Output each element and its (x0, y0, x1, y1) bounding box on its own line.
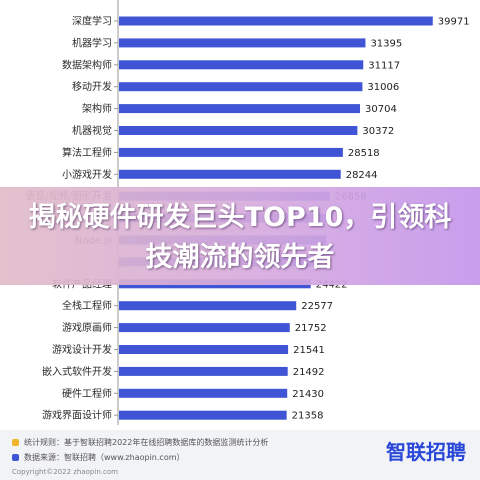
bar (119, 60, 364, 70)
bar (119, 410, 287, 420)
bar (119, 366, 288, 376)
category-label: 数据架构师 (62, 58, 112, 71)
value-label: 21541 (293, 345, 325, 356)
brand-name: 智联招聘 (386, 439, 466, 464)
statistics-rule-text: 统计规则：基于智联招聘2022年在线招聘数据库的数据监测统计分析 (24, 438, 269, 447)
value-label: 30704 (365, 104, 397, 115)
value-label: 21492 (293, 367, 325, 378)
bar (119, 38, 366, 48)
note-bullet-icon (12, 454, 19, 461)
overlay-title: 揭秘硬件研发巨头TOP10，引领科技潮流的领先者 (28, 202, 452, 273)
bar (119, 169, 341, 179)
category-label: 游戏界面设计师 (42, 409, 112, 422)
bar (119, 126, 358, 135)
value-label: 21430 (292, 389, 324, 400)
value-label: 30372 (362, 126, 394, 137)
bar (119, 301, 297, 311)
category-label: 机器学习 (72, 36, 112, 49)
bar (119, 147, 343, 157)
category-label: 小游戏开发 (62, 168, 112, 181)
bar (119, 345, 289, 354)
copyright-text: Copyright©2022 zhaopin.com (12, 468, 118, 476)
bar (119, 82, 363, 92)
bar (119, 388, 288, 398)
statistics-rule-note: 统计规则：基于智联招聘2022年在线招聘数据库的数据监测统计分析 (12, 437, 268, 448)
category-label: 全栈工程师 (62, 299, 112, 312)
value-label: 31006 (367, 82, 399, 93)
category-label: 硬件工程师 (62, 387, 112, 400)
note-bullet-icon (12, 439, 19, 446)
category-label: 算法工程师 (62, 146, 112, 159)
overlay-banner (0, 187, 480, 285)
category-label: 深度学习 (72, 15, 112, 28)
category-label: 移动开发 (72, 80, 112, 93)
value-label: 22577 (301, 301, 333, 312)
category-label: 游戏设计开发 (52, 343, 112, 356)
data-source-note: 数据来源：智联招聘（www.zhaopin.com） (12, 452, 185, 463)
data-source-text: 数据来源：智联招聘（www.zhaopin.com） (24, 453, 185, 462)
bar (119, 16, 433, 26)
value-label: 21752 (295, 323, 327, 334)
value-label: 21358 (292, 411, 324, 422)
value-label: 31395 (370, 38, 402, 49)
bar (119, 323, 290, 333)
value-label: 39971 (438, 17, 470, 28)
category-label: 游戏原画师 (62, 321, 112, 334)
bar (119, 104, 361, 114)
value-label: 28518 (348, 148, 380, 159)
value-label: 31117 (368, 60, 400, 71)
chart-footer (0, 430, 480, 480)
zhaopin-logo: 智联招聘 (386, 437, 466, 464)
category-label: 嵌入式软件开发 (42, 365, 112, 378)
category-label: 架构师 (82, 102, 112, 115)
category-label: 机器视觉 (72, 124, 112, 137)
value-label: 28244 (346, 170, 378, 181)
